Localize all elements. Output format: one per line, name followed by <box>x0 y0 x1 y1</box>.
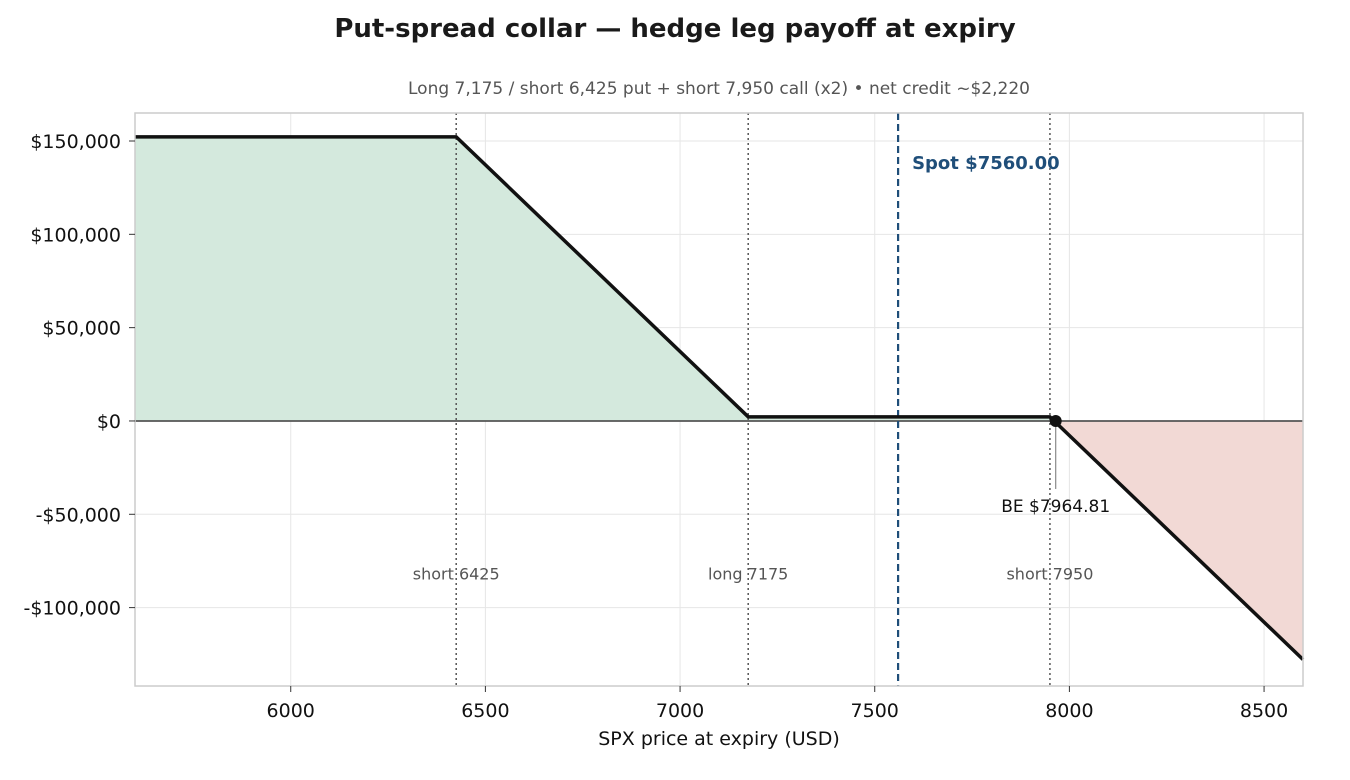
profit-area <box>135 136 1055 421</box>
x-tick-label: 7500 <box>851 700 899 722</box>
x-tick-label: 8000 <box>1045 700 1093 722</box>
strike-label: short 6425 <box>413 565 500 584</box>
x-tick-label: 8500 <box>1240 700 1288 722</box>
x-tick-label: 6000 <box>267 700 315 722</box>
axis-ticks: 6000 6500 7000 7500 8000 8500 $150,000 $100,000… <box>23 131 1288 722</box>
y-tick-label: $50,000 <box>42 318 121 340</box>
y-tick-label: $0 <box>97 411 121 433</box>
y-tick-label: $150,000 <box>30 131 121 153</box>
y-tick-label: -$100,000 <box>23 598 121 620</box>
x-tick-label: 6500 <box>461 700 509 722</box>
strike-label: long 7175 <box>708 565 788 584</box>
spot-label: Spot $7560.00 <box>912 153 1060 174</box>
x-tick-label: 7000 <box>656 700 704 722</box>
y-tick-label: $100,000 <box>30 224 121 246</box>
y-tick-label: -$50,000 <box>36 504 121 526</box>
annotations: short 6425 long 7175 short 7950 Spot $7560.… <box>413 153 1110 584</box>
reference-lines <box>135 113 1303 686</box>
plot-border <box>134 112 1304 687</box>
strike-label: short 7950 <box>1006 565 1093 584</box>
x-axis-label: SPX price at expiry (USD) <box>598 728 840 750</box>
breakeven-point <box>1049 414 1062 427</box>
plot-frame <box>134 112 1304 687</box>
chart-title: Put-spread collar — hedge leg payoff at … <box>334 14 1016 44</box>
payoff-line <box>135 135 1305 661</box>
chart-subtitle: Long 7,175 / short 6,425 put + short 7,9… <box>408 79 1030 99</box>
breakeven-label: BE $7964.81 <box>1001 497 1110 517</box>
payoff-series <box>135 135 1305 661</box>
